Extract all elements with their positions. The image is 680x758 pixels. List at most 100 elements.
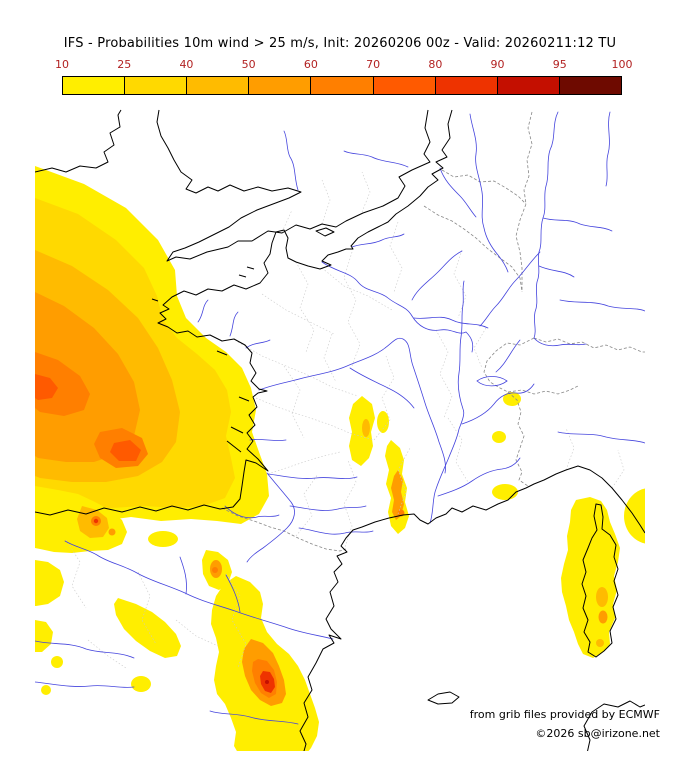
island-ouessant bbox=[151, 298, 159, 302]
blob-atlantic-core-west-60 bbox=[35, 352, 90, 416]
river-tarn bbox=[298, 527, 374, 535]
river-durance bbox=[437, 457, 521, 497]
admin-line bbox=[237, 341, 311, 377]
river-marne bbox=[413, 316, 489, 329]
admin-line bbox=[295, 473, 319, 537]
river-neckar bbox=[538, 265, 575, 278]
blob-spain-edge-a bbox=[35, 560, 64, 606]
colorbar-segment-10 bbox=[63, 77, 125, 94]
admin-line bbox=[343, 251, 361, 367]
admin-line bbox=[87, 639, 127, 669]
river-charente bbox=[249, 439, 287, 441]
blob-cote-azur bbox=[492, 484, 518, 500]
admin-line bbox=[281, 209, 293, 233]
coastline-mediterranean bbox=[299, 465, 645, 751]
river-brittany-a bbox=[197, 299, 209, 323]
river-danube bbox=[559, 299, 645, 312]
admin-line bbox=[435, 329, 453, 419]
river-jucar bbox=[209, 710, 299, 725]
admin-line bbox=[65, 539, 87, 609]
admin-line bbox=[361, 171, 371, 213]
colorbar-segment-40 bbox=[186, 77, 249, 94]
blob-pyrenees-centre bbox=[148, 531, 178, 547]
border-france-spain bbox=[221, 507, 347, 552]
admin-line bbox=[447, 417, 469, 483]
blob-rhone-valley-50 bbox=[391, 470, 404, 520]
blob-spain-dot-a bbox=[51, 656, 63, 668]
lake-geneva bbox=[476, 376, 508, 387]
river-oise bbox=[411, 250, 463, 301]
river-thames bbox=[343, 150, 409, 168]
admin-line bbox=[611, 449, 625, 489]
island-isle-of-wight bbox=[315, 227, 335, 237]
river-tajo bbox=[35, 681, 135, 688]
colorbar-tick-40: 40 bbox=[179, 58, 194, 71]
blob-corsica-50 bbox=[598, 610, 608, 624]
admin-line bbox=[323, 333, 337, 383]
blob-catalonia-90 bbox=[265, 680, 269, 684]
coastline-continent bbox=[35, 109, 453, 516]
blob-atlantic-core-south-70 bbox=[110, 440, 141, 461]
river-rhone-saone bbox=[429, 280, 465, 524]
coastline-ireland bbox=[35, 109, 122, 173]
river-severn bbox=[283, 130, 299, 191]
rivers bbox=[35, 111, 645, 725]
admin-line bbox=[137, 571, 157, 645]
blob-centre-france-inner bbox=[362, 419, 370, 437]
river-ebro bbox=[64, 540, 334, 640]
colorbar-tick-80: 80 bbox=[428, 58, 443, 71]
admin-line bbox=[321, 179, 331, 225]
border-belgium-netherlands bbox=[441, 169, 527, 205]
river-dordogne bbox=[267, 473, 358, 479]
blob-corsica bbox=[561, 497, 620, 658]
river-scheldt bbox=[439, 167, 477, 218]
admin-line bbox=[255, 397, 329, 425]
river-doubs bbox=[495, 339, 521, 373]
admin-line bbox=[473, 327, 487, 369]
credit-text: from grib files provided by ECMWF bbox=[469, 708, 660, 721]
admin-line bbox=[397, 447, 411, 515]
river-seine bbox=[321, 261, 474, 353]
colorbar-segment-80 bbox=[434, 77, 497, 94]
admin-line bbox=[309, 375, 359, 397]
admin-line bbox=[343, 459, 357, 551]
river-cher bbox=[349, 367, 415, 409]
island-noirmoutier bbox=[238, 396, 250, 402]
island-re bbox=[230, 426, 244, 434]
admin-line bbox=[295, 261, 315, 353]
coastline-sardinia bbox=[583, 700, 645, 751]
coastline-corsica bbox=[581, 503, 619, 658]
country-borders bbox=[221, 111, 645, 552]
blob-atlantic-50 bbox=[35, 292, 140, 462]
colorbar-segment-60 bbox=[310, 77, 373, 94]
admin-line bbox=[283, 365, 305, 439]
copyright-text: ©2026 sb@irizone.net bbox=[535, 727, 660, 740]
river-loire bbox=[258, 337, 446, 474]
river-adour bbox=[224, 505, 280, 519]
colorbar-tick-50: 50 bbox=[241, 58, 256, 71]
blob-atlantic-core-west-70 bbox=[35, 374, 58, 400]
island-channel-a bbox=[246, 266, 255, 270]
colorbar-tick-95: 95 bbox=[552, 58, 567, 71]
border-alps-north bbox=[533, 337, 645, 353]
island-menorca bbox=[427, 691, 460, 705]
river-main bbox=[542, 217, 613, 232]
blob-spain-dot-b bbox=[41, 685, 51, 695]
admin-line bbox=[373, 355, 395, 441]
blob-basque-80 bbox=[93, 518, 99, 524]
colorbar-ticks: 10 25 40 50 60 70 80 90 95 100 bbox=[55, 58, 633, 72]
blob-corsica-40a bbox=[596, 587, 608, 607]
admin-line bbox=[327, 423, 375, 441]
colorbar: 10 25 40 50 60 70 80 90 95 100 bbox=[55, 58, 633, 95]
blob-centre-france-lobe bbox=[377, 411, 389, 433]
blob-alps-south bbox=[492, 431, 506, 443]
river-weser bbox=[605, 111, 611, 187]
colorbar-tick-70: 70 bbox=[366, 58, 381, 71]
border-france-italy bbox=[507, 391, 529, 487]
admin-line bbox=[267, 451, 341, 475]
colorbar-tick-10: 10 bbox=[55, 58, 69, 71]
probability-field bbox=[35, 166, 645, 751]
blob-corsica-40b bbox=[596, 639, 604, 647]
coastline-england-wales bbox=[156, 109, 431, 262]
